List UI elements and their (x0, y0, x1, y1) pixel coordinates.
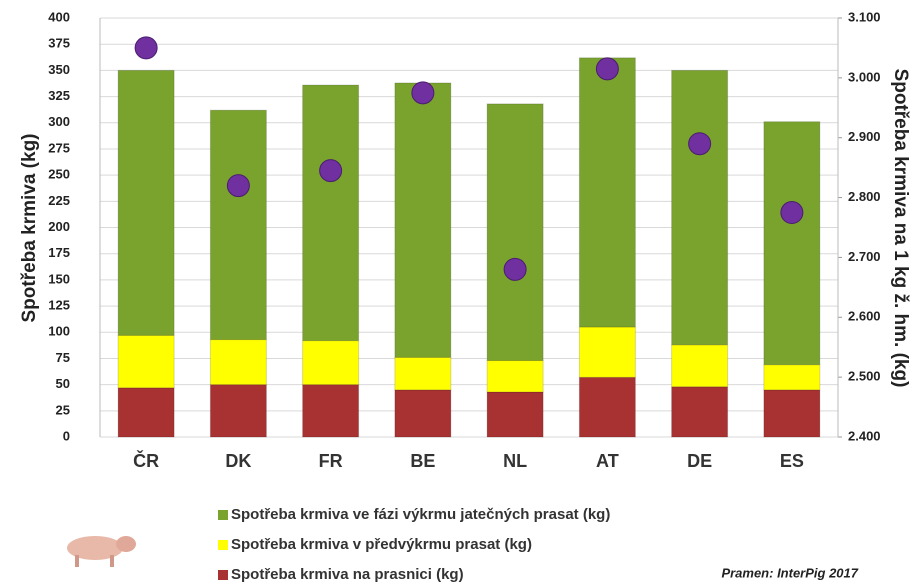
legend-swatch (218, 540, 228, 550)
y-tick-label: 300 (48, 114, 70, 129)
y2-tick-label: 3.100 (848, 9, 881, 24)
bar-segment (117, 334, 175, 389)
bar-segment (117, 387, 175, 438)
x-tick-label: ES (780, 451, 804, 471)
legend-label: Spotřeba krmiva na prasnici (kg) (231, 566, 464, 583)
bar-segment (209, 384, 267, 438)
y-tick-label: 25 (56, 402, 70, 417)
scatter-point (595, 57, 619, 81)
y2-axis-title: Spotřeba krmiva na 1 kg ž. hm. (kg) (890, 69, 911, 388)
x-tick-label: DK (225, 451, 251, 471)
y2-tick-label: 2.900 (848, 129, 881, 144)
y-tick-label: 0 (63, 428, 70, 443)
x-tick-label: AT (596, 451, 619, 471)
y-axis-title: Spotřeba krmiva (kg) (19, 134, 40, 323)
y-tick-label: 225 (48, 193, 70, 208)
pig-icon (67, 536, 136, 567)
y-tick-label: 275 (48, 140, 70, 155)
y2-tick-label: 2.500 (848, 369, 881, 384)
y-tick-label: 325 (48, 88, 70, 103)
scatter-point (688, 132, 712, 156)
y-tick-label: 175 (48, 245, 70, 260)
y-tick-label: 75 (56, 350, 70, 365)
x-tick-label: FR (319, 451, 343, 471)
y2-tick-label: 2.700 (848, 249, 881, 264)
x-tick-label: BE (410, 451, 435, 471)
bar-segment (486, 103, 544, 362)
y-tick-label: 375 (48, 36, 70, 51)
bar-segment (578, 376, 636, 438)
bar-segment (302, 84, 360, 342)
y-tick-label: 150 (48, 271, 70, 286)
scatter-point (226, 174, 250, 198)
legend-label: Spotřeba krmiva ve fázi výkrmu jatečných… (231, 506, 610, 523)
source-note: Pramen: InterPig 2017 (721, 565, 858, 580)
y2-tick-label: 2.800 (848, 189, 881, 204)
scatter-point (411, 81, 435, 105)
y2-tick-label: 2.600 (848, 309, 881, 324)
bar-segment (394, 82, 452, 358)
y-tick-label: 200 (48, 219, 70, 234)
bar-segment (209, 339, 267, 386)
bar-segment (394, 356, 452, 391)
bar-segment (763, 364, 821, 391)
bar-segment (302, 384, 360, 438)
bar-segment (763, 389, 821, 438)
legend-swatch (218, 510, 228, 520)
bar-segment (486, 360, 544, 393)
y-tick-label: 250 (48, 167, 70, 182)
bar-segment (486, 391, 544, 438)
x-tick-label: ČR (133, 450, 159, 471)
bar-segment (578, 326, 636, 378)
scatter-point (780, 201, 804, 225)
y-tick-label: 125 (48, 298, 70, 313)
scatter-point (319, 159, 343, 183)
y2-tick-label: 2.400 (848, 428, 881, 443)
y-tick-label: 100 (48, 324, 70, 339)
scatter-point (503, 257, 527, 281)
bar-segment (578, 57, 636, 328)
y2-tick-label: 3.000 (848, 69, 881, 84)
bar-segment (209, 109, 267, 341)
bar-segment (394, 389, 452, 438)
x-tick-label: DE (687, 451, 712, 471)
legend-swatch (218, 570, 228, 580)
y-tick-label: 50 (56, 376, 70, 391)
y-tick-label: 350 (48, 62, 70, 77)
scatter-point (134, 36, 158, 60)
legend-label: Spotřeba krmiva v předvýkrmu prasat (kg) (231, 536, 532, 553)
bar-segment (763, 121, 821, 366)
y-tick-label: 400 (48, 9, 70, 24)
bar-segment (302, 340, 360, 386)
bar-segment (671, 69, 729, 346)
x-tick-label: NL (503, 451, 527, 471)
bar-segment (117, 69, 175, 336)
bar-segment (671, 344, 729, 388)
bar-segment (671, 386, 729, 438)
